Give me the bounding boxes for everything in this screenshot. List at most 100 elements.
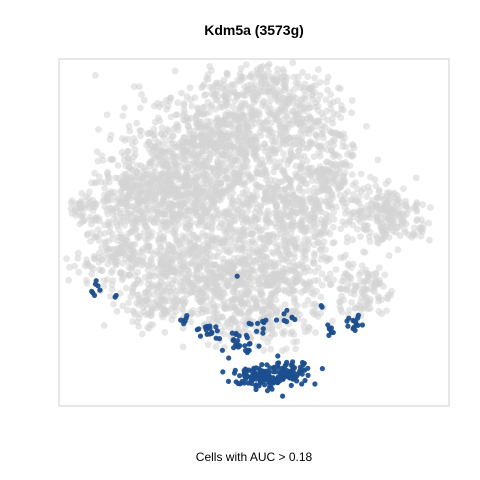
background-cell-point [218, 313, 226, 321]
background-cell-point [371, 176, 379, 184]
background-cell-point [115, 175, 122, 182]
background-cell-point [192, 203, 199, 210]
high-auc-cell-point [262, 382, 268, 388]
background-cell-point [334, 97, 341, 104]
background-cell-point [154, 100, 162, 107]
background-cell-point [186, 84, 194, 92]
background-cell-point [195, 190, 203, 197]
background-cell-point [176, 257, 184, 265]
background-cell-point [306, 216, 313, 224]
background-cell-point [199, 82, 207, 90]
background-cell-point [119, 302, 127, 310]
background-cell-point [190, 271, 198, 279]
background-cell-point [411, 232, 419, 239]
background-cell-point [336, 85, 344, 92]
background-cell-point [253, 305, 260, 312]
background-cell-point [211, 276, 219, 284]
background-cell-point [107, 188, 115, 196]
background-cell-point [382, 214, 389, 222]
background-cell-point [140, 96, 148, 104]
background-cell-point [95, 173, 103, 181]
background-cell-point [229, 212, 237, 220]
background-cell-point [214, 147, 222, 155]
background-cell-point [339, 106, 347, 114]
background-cell-point [238, 261, 246, 268]
high-auc-cell-point [282, 372, 288, 379]
background-cell-point [171, 185, 179, 193]
background-cell-point [100, 197, 108, 204]
background-cell-point [287, 221, 295, 228]
background-cell-point [78, 189, 86, 197]
background-cell-point [174, 99, 182, 106]
background-cell-point [242, 151, 249, 159]
high-auc-cell-point [244, 335, 250, 341]
background-cell-point [352, 179, 359, 187]
background-cell-point [198, 213, 205, 221]
background-cell-point [145, 138, 153, 146]
background-cell-point [394, 224, 402, 231]
background-cell-point [285, 238, 293, 246]
background-cell-point [265, 325, 273, 333]
background-cell-point [297, 97, 305, 104]
background-cell-point [309, 83, 316, 90]
background-cell-point [161, 282, 169, 290]
background-cell-point [360, 225, 367, 232]
background-cell-point [364, 273, 372, 280]
background-cell-point [143, 223, 151, 231]
background-cell-point [118, 149, 126, 156]
background-cell-point [167, 268, 175, 275]
background-cell-point [117, 269, 125, 277]
background-cell-point [364, 183, 372, 191]
background-cell-point [342, 143, 350, 151]
background-cell-point [123, 196, 131, 204]
background-cell-point [184, 207, 192, 215]
background-cell-point [268, 197, 276, 205]
background-cell-point [139, 294, 147, 302]
background-cell-point [286, 116, 293, 123]
background-cell-point [231, 157, 239, 165]
background-cell-point [338, 132, 345, 140]
background-cell-point [273, 203, 280, 210]
background-cell-point [382, 203, 390, 211]
background-cell-point [226, 133, 234, 141]
background-cell-point [238, 203, 246, 211]
high-auc-cell-point [259, 368, 265, 374]
high-auc-cell-point [281, 311, 287, 317]
background-cell-point [300, 318, 308, 325]
background-cell-point [140, 253, 148, 261]
background-cell-point [350, 208, 358, 216]
background-cell-point [264, 338, 272, 346]
background-cell-point [198, 204, 205, 212]
background-cell-point [427, 204, 434, 211]
high-auc-cell-point [225, 378, 232, 384]
high-auc-cell-point [243, 373, 249, 379]
background-cell-point [357, 298, 365, 306]
background-cell-point [241, 99, 249, 107]
background-cell-point [305, 187, 313, 195]
background-cell-point [206, 62, 214, 70]
background-cell-point [75, 268, 83, 276]
background-cell-point [316, 229, 324, 237]
background-cell-point [195, 119, 203, 126]
background-cell-point [323, 78, 330, 86]
background-cell-point [276, 122, 283, 129]
background-cell-point [130, 153, 138, 161]
background-cell-point [194, 249, 202, 256]
background-cell-point [310, 307, 318, 315]
background-cell-point [284, 257, 292, 265]
background-cell-point [262, 223, 270, 231]
background-cell-point [293, 202, 300, 209]
background-cell-point [298, 288, 305, 296]
background-cell-point [194, 295, 202, 303]
background-cell-point [268, 281, 276, 289]
background-cell-point [250, 74, 258, 82]
high-auc-cell-point [273, 378, 279, 384]
background-cell-point [319, 129, 327, 137]
background-cell-point [241, 191, 249, 199]
background-cell-point [107, 196, 115, 204]
background-cell-point [310, 241, 318, 249]
background-cell-point [131, 183, 139, 191]
background-cell-point [311, 184, 318, 192]
high-auc-cell-point [302, 367, 308, 373]
